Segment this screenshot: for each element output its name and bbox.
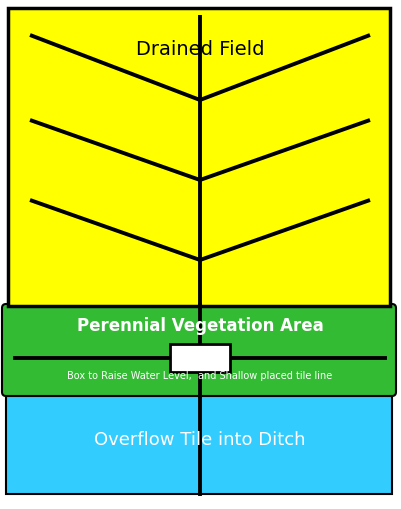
- Text: Perennial Vegetation Area: Perennial Vegetation Area: [77, 317, 323, 335]
- Text: Overflow Tile into Ditch: Overflow Tile into Ditch: [94, 431, 306, 449]
- FancyBboxPatch shape: [2, 304, 396, 396]
- Bar: [6, 394, 392, 494]
- Text: Drained Field: Drained Field: [136, 40, 264, 59]
- Bar: [170, 344, 230, 372]
- Bar: [8, 8, 390, 306]
- Text: Box to Raise Water Level,  and Shallow placed tile line: Box to Raise Water Level, and Shallow pl…: [67, 371, 332, 381]
